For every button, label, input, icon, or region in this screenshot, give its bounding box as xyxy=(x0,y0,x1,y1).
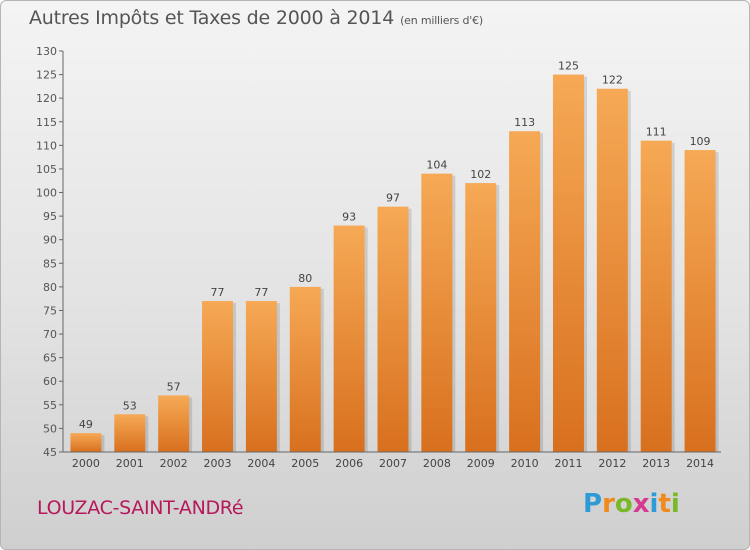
logo-letter: o xyxy=(614,489,633,519)
y-tick-label: 65 xyxy=(43,352,57,365)
bar-value-label: 122 xyxy=(602,74,623,87)
chart-unit: (en milliers d'€) xyxy=(400,14,483,27)
logo-letter: i xyxy=(670,489,680,519)
y-tick-label: 95 xyxy=(43,210,57,223)
bar-group: 109 xyxy=(684,135,719,452)
x-tick-label: 2012 xyxy=(598,457,626,470)
bar xyxy=(596,88,628,452)
x-tick-label: 2003 xyxy=(204,457,232,470)
bar-value-label: 80 xyxy=(298,272,312,285)
y-tick-label: 85 xyxy=(43,257,57,270)
bar-value-label: 97 xyxy=(386,192,400,205)
y-tick-label: 115 xyxy=(36,116,57,129)
bar xyxy=(552,74,584,453)
bar-value-label: 77 xyxy=(254,286,268,299)
logo-letter: P xyxy=(583,489,603,519)
bar-group: 49 xyxy=(70,418,105,452)
bar-group: 102 xyxy=(465,168,500,452)
bar xyxy=(114,414,146,452)
bar-value-label: 77 xyxy=(211,286,225,299)
bar-group: 122 xyxy=(596,74,631,452)
y-tick-label: 50 xyxy=(43,422,57,435)
chart-title: Autres Impôts et Taxes de 2000 à 2014 (en… xyxy=(29,7,483,29)
logo-letter: i xyxy=(649,489,659,519)
x-tick-label: 2011 xyxy=(554,457,582,470)
bar-group: 93 xyxy=(333,211,368,452)
y-tick-label: 100 xyxy=(36,187,57,200)
chart-title-text: Autres Impôts et Taxes de 2000 à 2014 xyxy=(29,7,395,29)
y-axis: 45 50 55 60 65 70 75 80 85 90 95 100 105 110 115 120 125… xyxy=(36,45,64,459)
bar-group: 113 xyxy=(509,116,544,452)
bar xyxy=(202,301,234,452)
proxiti-logo: Proxiti xyxy=(583,489,680,519)
bar-value-label: 49 xyxy=(79,418,93,431)
bar-group: 53 xyxy=(114,399,149,452)
bar xyxy=(509,131,541,452)
bar-group: 111 xyxy=(640,126,675,452)
logo-letter: r xyxy=(602,489,615,519)
bars-group: 49 53 57 77 77 80 93 97 104 102 113 125 122 111 109 xyxy=(70,60,719,453)
bar-group: 77 xyxy=(202,286,237,452)
y-tick-label: 130 xyxy=(36,45,57,58)
logo-letter: t xyxy=(658,489,671,519)
bar xyxy=(245,301,277,452)
bar xyxy=(333,225,365,452)
y-tick-label: 125 xyxy=(36,69,57,82)
bar xyxy=(289,286,321,452)
x-tick-label: 2009 xyxy=(467,457,495,470)
y-tick-label: 70 xyxy=(43,328,57,341)
x-tick-label: 2001 xyxy=(116,457,144,470)
logo-letter: x xyxy=(632,489,650,519)
bar-group: 125 xyxy=(552,60,587,453)
x-tick-label: 2008 xyxy=(423,457,451,470)
bar-group: 57 xyxy=(158,380,193,452)
y-tick-label: 60 xyxy=(43,375,57,388)
x-tick-label: 2006 xyxy=(335,457,363,470)
bar-value-label: 93 xyxy=(342,211,356,224)
x-tick-label: 2000 xyxy=(72,457,100,470)
bar-group: 80 xyxy=(289,272,324,452)
y-tick-label: 45 xyxy=(43,446,57,459)
bar-value-label: 102 xyxy=(470,168,491,181)
x-axis: 2000 2001 2002 2003 2004 2005 2006 2007 2008 2009… xyxy=(63,451,721,470)
bar-value-label: 111 xyxy=(646,126,667,139)
bar-value-label: 125 xyxy=(558,60,579,73)
y-tick-label: 80 xyxy=(43,281,57,294)
bar xyxy=(684,150,716,452)
bar xyxy=(377,206,409,452)
y-tick-label: 90 xyxy=(43,234,57,247)
bar xyxy=(640,140,672,452)
x-tick-label: 2002 xyxy=(160,457,188,470)
x-tick-label: 2014 xyxy=(686,457,714,470)
x-tick-label: 2007 xyxy=(379,457,407,470)
bar-group: 97 xyxy=(377,192,412,452)
x-tick-label: 2005 xyxy=(291,457,319,470)
y-tick-label: 105 xyxy=(36,163,57,176)
bar-value-label: 57 xyxy=(167,380,181,393)
bar-value-label: 113 xyxy=(514,116,535,129)
x-tick-label: 2004 xyxy=(247,457,275,470)
commune-name: LOUZAC-SAINT-ANDRé xyxy=(37,497,244,519)
bar xyxy=(421,173,453,453)
bar-value-label: 53 xyxy=(123,399,137,412)
bar-group: 77 xyxy=(245,286,280,452)
y-tick-label: 75 xyxy=(43,304,57,317)
y-tick-label: 120 xyxy=(36,92,57,105)
y-tick-label: 110 xyxy=(36,139,57,152)
bar xyxy=(158,395,190,452)
bar xyxy=(465,183,497,452)
bar-value-label: 104 xyxy=(426,159,447,172)
x-tick-label: 2013 xyxy=(642,457,670,470)
bar-group: 104 xyxy=(421,159,456,453)
bar-value-label: 109 xyxy=(690,135,711,148)
bar xyxy=(70,433,102,452)
x-tick-label: 2010 xyxy=(511,457,539,470)
y-tick-label: 55 xyxy=(43,399,57,412)
